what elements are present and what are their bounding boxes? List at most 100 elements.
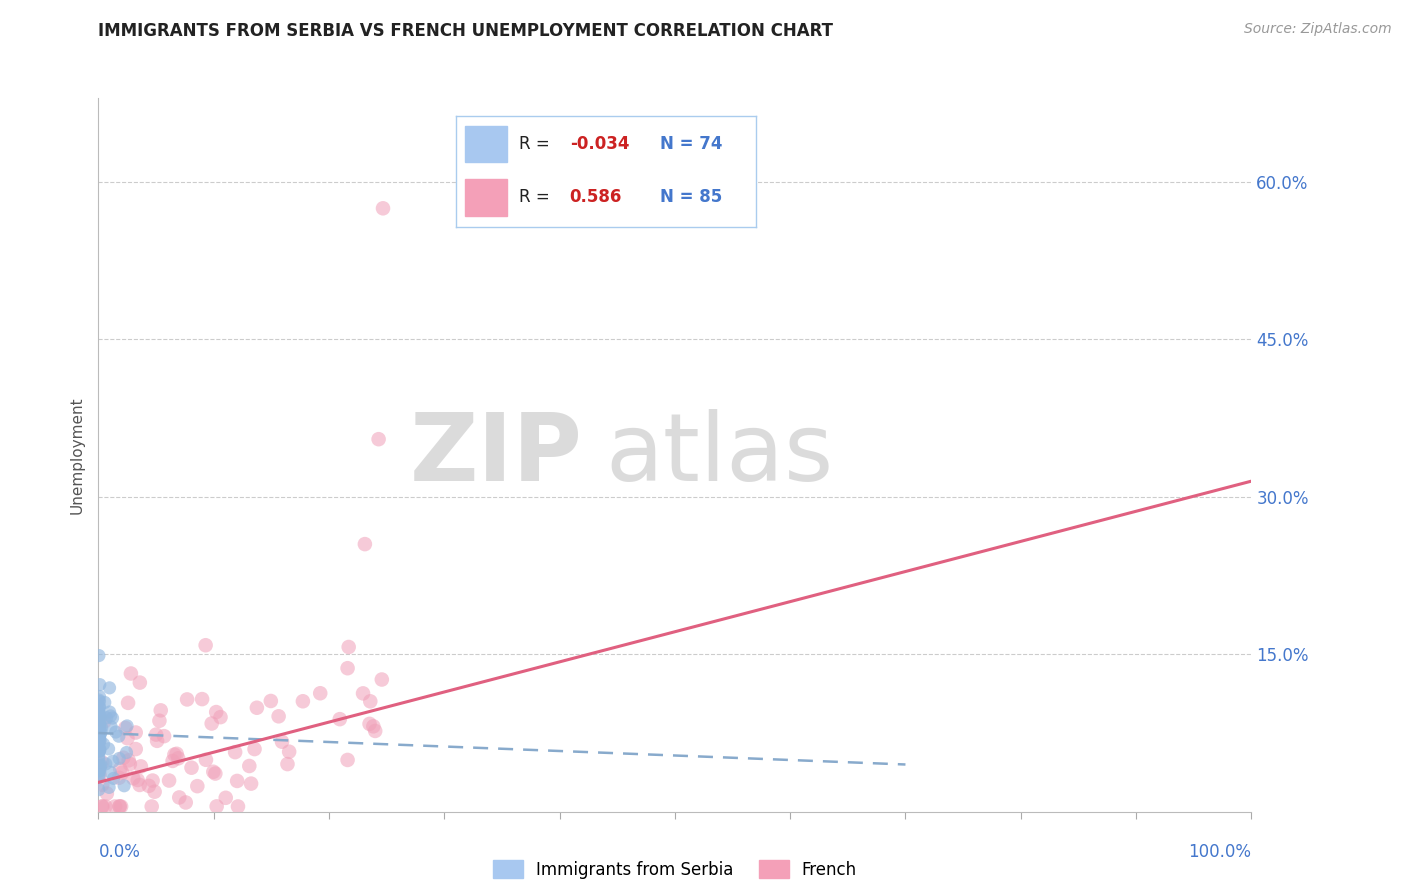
- Point: [91, 756, 114, 770]
- Point: [89, 744, 111, 758]
- Point: [89, 715, 111, 730]
- Point: [87, 752, 110, 766]
- Point: [89, 768, 111, 782]
- Point: [112, 750, 135, 764]
- Point: [87, 648, 110, 663]
- Point: [215, 790, 238, 805]
- Point: [104, 799, 127, 814]
- Point: [115, 719, 138, 733]
- Point: [87, 738, 110, 752]
- Point: [87, 731, 110, 746]
- Text: 0.0%: 0.0%: [98, 843, 141, 861]
- Point: [141, 799, 163, 814]
- Point: [112, 779, 135, 793]
- Point: [89, 719, 111, 733]
- Point: [125, 725, 148, 739]
- Text: atlas: atlas: [606, 409, 834, 501]
- Point: [101, 711, 124, 725]
- Point: [87, 782, 110, 797]
- Point: [89, 699, 111, 714]
- Point: [104, 725, 127, 739]
- Point: [89, 733, 111, 747]
- Point: [278, 745, 301, 759]
- Point: [87, 718, 110, 732]
- Point: [87, 725, 110, 739]
- Point: [166, 747, 188, 761]
- Point: [98, 705, 121, 719]
- Point: [224, 745, 246, 759]
- Point: [120, 666, 142, 681]
- Point: [329, 712, 352, 726]
- Point: [89, 735, 111, 749]
- Point: [128, 778, 150, 792]
- Point: [291, 694, 314, 708]
- Point: [87, 693, 110, 707]
- Point: [138, 779, 160, 793]
- Text: IMMIGRANTS FROM SERBIA VS FRENCH UNEMPLOYMENT CORRELATION CHART: IMMIGRANTS FROM SERBIA VS FRENCH UNEMPLO…: [98, 22, 834, 40]
- Point: [87, 771, 110, 785]
- Point: [108, 771, 131, 785]
- Point: [87, 731, 110, 746]
- Point: [89, 694, 111, 708]
- Point: [359, 694, 381, 708]
- Point: [87, 759, 110, 773]
- Point: [89, 700, 111, 714]
- Text: ZIP: ZIP: [409, 409, 582, 501]
- Point: [337, 640, 360, 654]
- Point: [142, 773, 165, 788]
- Point: [90, 725, 112, 739]
- Point: [108, 729, 131, 743]
- Point: [238, 759, 260, 773]
- Point: [309, 686, 332, 700]
- Point: [371, 202, 394, 216]
- Point: [209, 710, 232, 724]
- Point: [118, 756, 141, 771]
- Point: [111, 765, 134, 780]
- Point: [87, 744, 110, 758]
- Point: [371, 673, 394, 687]
- Point: [98, 765, 121, 780]
- Point: [352, 686, 374, 700]
- Point: [122, 771, 145, 785]
- Point: [194, 638, 217, 652]
- Point: [87, 730, 110, 744]
- Point: [87, 764, 110, 779]
- Point: [90, 721, 112, 735]
- Point: [89, 759, 111, 773]
- Point: [359, 716, 381, 731]
- Point: [167, 790, 190, 805]
- Point: [276, 757, 298, 772]
- Point: [201, 716, 224, 731]
- Point: [363, 719, 385, 733]
- Point: [128, 675, 150, 690]
- Point: [101, 754, 124, 768]
- Point: [98, 780, 121, 795]
- Point: [89, 731, 111, 745]
- Point: [145, 728, 167, 742]
- Point: [87, 704, 110, 718]
- Point: [180, 761, 202, 775]
- Point: [205, 799, 228, 814]
- Point: [90, 758, 112, 772]
- Point: [108, 799, 131, 814]
- Point: [90, 758, 112, 772]
- Point: [157, 773, 180, 788]
- Point: [149, 703, 172, 717]
- Point: [87, 748, 110, 763]
- Point: [94, 695, 117, 709]
- Point: [89, 741, 111, 756]
- Point: [110, 799, 132, 814]
- Point: [117, 731, 139, 746]
- Point: [87, 764, 110, 778]
- Point: [163, 747, 186, 762]
- Point: [89, 690, 111, 704]
- Point: [115, 746, 138, 760]
- Point: [108, 799, 131, 814]
- Point: [94, 799, 117, 814]
- Point: [98, 681, 121, 695]
- Point: [93, 714, 115, 729]
- Point: [100, 720, 122, 734]
- Text: Source: ZipAtlas.com: Source: ZipAtlas.com: [1244, 22, 1392, 37]
- Point: [110, 762, 132, 776]
- Point: [186, 779, 208, 793]
